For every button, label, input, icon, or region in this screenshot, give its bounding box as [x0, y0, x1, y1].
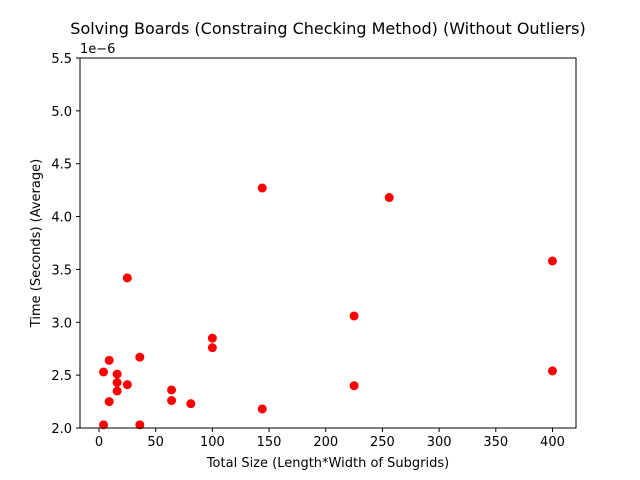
data-point — [135, 352, 145, 362]
data-point — [122, 273, 132, 283]
data-point — [135, 420, 145, 430]
data-point — [167, 396, 177, 406]
y-tick-label: 2.0 — [51, 422, 72, 437]
data-point — [349, 311, 359, 321]
y-axis: 2.0 2.5 3.0 3.5 4.0 4.5 5.0 5.5 — [51, 52, 80, 437]
data-point — [257, 404, 267, 414]
x-tick-label: 0 — [95, 435, 103, 450]
data-point — [167, 385, 177, 395]
data-point — [349, 381, 359, 391]
x-tick-label: 350 — [483, 435, 508, 450]
y-tick-label: 2.5 — [51, 369, 72, 384]
data-point — [207, 343, 217, 353]
data-point — [186, 399, 196, 409]
data-point — [547, 256, 557, 266]
y-tick-label: 4.5 — [51, 158, 72, 173]
x-tick-label: 200 — [313, 435, 338, 450]
data-point — [104, 397, 114, 407]
y-axis-label: Time (Seconds) (Average) — [29, 159, 44, 328]
data-point — [547, 366, 557, 376]
data-points — [99, 183, 557, 430]
y-offset-label: 1e−6 — [80, 42, 115, 57]
data-point — [104, 355, 114, 365]
data-point — [207, 333, 217, 343]
data-point — [99, 367, 109, 377]
x-tick-label: 300 — [427, 435, 452, 450]
data-point — [122, 380, 132, 390]
x-tick-label: 50 — [147, 435, 164, 450]
data-point — [384, 193, 394, 203]
data-point — [112, 369, 122, 379]
chart-title: Solving Boards (Constraing Checking Meth… — [70, 19, 585, 38]
x-tick-label: 250 — [370, 435, 395, 450]
y-tick-label: 5.0 — [51, 105, 72, 120]
data-point — [112, 378, 122, 388]
data-point — [257, 183, 267, 193]
x-axis: 0 50 100 150 200 250 300 350 400 — [95, 428, 565, 450]
y-tick-label: 4.0 — [51, 211, 72, 226]
data-point — [112, 386, 122, 396]
y-tick-label: 5.5 — [51, 52, 72, 67]
y-tick-label: 3.5 — [51, 263, 72, 278]
y-tick-label: 3.0 — [51, 316, 72, 331]
x-tick-label: 100 — [200, 435, 225, 450]
x-axis-label: Total Size (Length*Width of Subgrids) — [206, 456, 449, 471]
data-point — [99, 420, 109, 430]
x-tick-label: 150 — [257, 435, 282, 450]
x-tick-label: 400 — [540, 435, 565, 450]
plot-frame — [79, 57, 577, 429]
